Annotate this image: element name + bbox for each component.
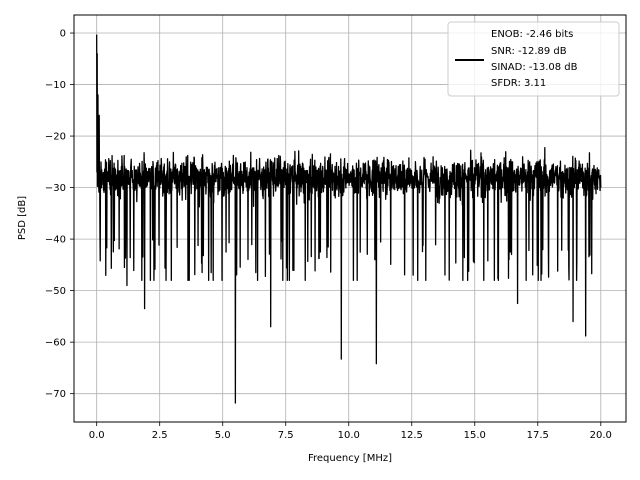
x-tick-label: 20.0	[590, 430, 612, 441]
y-tick-label: 0	[60, 29, 66, 40]
y-tick-label: −40	[45, 235, 66, 246]
legend-box	[447, 21, 620, 97]
x-axis-label: Frequency [MHz]	[308, 453, 392, 464]
y-tick-label: −50	[45, 286, 66, 297]
y-tick-label: −70	[45, 389, 66, 400]
x-tick-label: 2.5	[152, 430, 168, 441]
psd-series	[96, 34, 602, 404]
x-tick-label: 5.0	[215, 430, 231, 441]
y-tick-label: −20	[45, 132, 66, 143]
y-ticks: 0 −10 −20 −30 −40 −50 −60 −70	[45, 29, 74, 400]
y-tick-label: −10	[45, 80, 66, 91]
y-axis-label: PSD [dB]	[17, 196, 28, 240]
legend-snr: SNR: -12.89 dB	[491, 46, 567, 57]
x-tick-label: 17.5	[527, 430, 549, 441]
psd-line	[96, 34, 602, 404]
x-tick-label: 15.0	[464, 430, 486, 441]
x-ticks: 0.0 2.5 5.0 7.5 10.0 12.5 15.0 17.5 20.0	[89, 422, 612, 441]
y-tick-label: −30	[45, 183, 66, 194]
x-tick-label: 7.5	[278, 430, 294, 441]
x-tick-label: 0.0	[89, 430, 105, 441]
axes-frame	[73, 14, 627, 423]
legend-sfdr: SFDR: 3.11	[491, 78, 546, 89]
x-tick-label: 12.5	[401, 430, 423, 441]
y-tick-label: −60	[45, 338, 66, 349]
x-tick-label: 10.0	[338, 430, 360, 441]
legend-sinad: SINAD: -13.08 dB	[491, 62, 578, 73]
legend-enob: ENOB: -2.46 bits	[491, 29, 573, 40]
legend: ENOB: -2.46 bits SNR: -12.89 dB SINAD: -…	[447, 21, 620, 97]
